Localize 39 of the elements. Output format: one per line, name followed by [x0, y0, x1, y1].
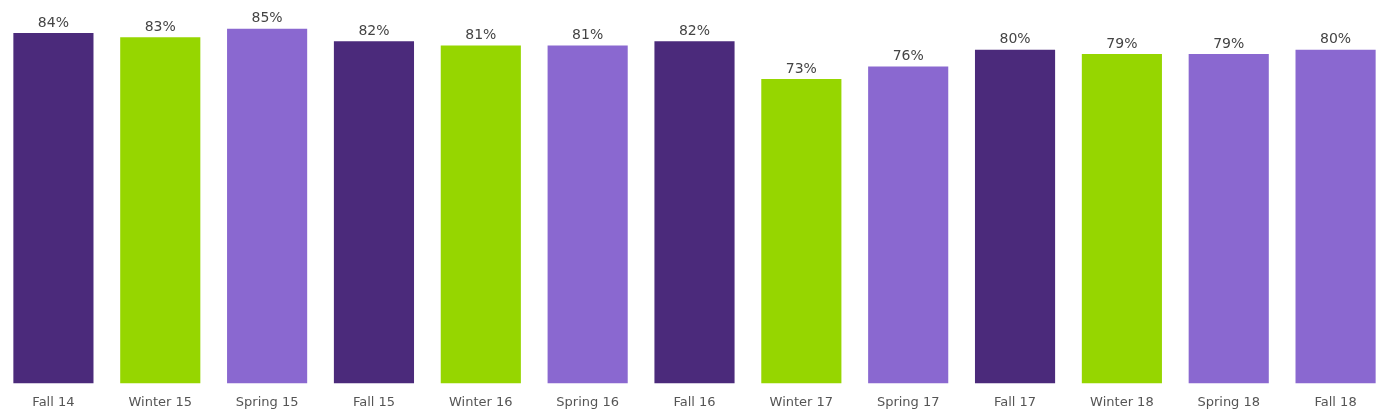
bar — [227, 28, 308, 384]
x-tick-label: Spring 15 — [235, 393, 299, 409]
x-tick-label: Spring 17 — [876, 393, 940, 409]
bar — [547, 45, 628, 384]
data-label: 85% — [251, 9, 283, 26]
x-tick-label: Fall 18 — [1314, 393, 1357, 409]
x-tick-label: Fall 17 — [993, 393, 1037, 409]
x-tick-label: Fall 16 — [673, 393, 716, 409]
bar — [868, 66, 949, 384]
data-label: 81% — [572, 26, 604, 43]
data-label: 82% — [678, 22, 711, 39]
x-tick-label: Winter 16 — [449, 393, 513, 409]
bar — [120, 37, 201, 384]
x-tick-label: Winter 15 — [128, 393, 193, 409]
x-tick-label: Winter 18 — [1090, 393, 1154, 409]
data-label: 81% — [465, 26, 497, 43]
x-tick-label: Fall 14 — [32, 393, 75, 409]
bar — [1188, 53, 1269, 384]
data-label: 76% — [892, 47, 924, 64]
x-tick-label: Winter 17 — [769, 393, 834, 409]
data-label: 84% — [37, 13, 69, 30]
data-label: 79% — [1213, 34, 1245, 51]
bar — [1081, 53, 1162, 384]
data-label: 80% — [999, 30, 1031, 47]
x-tick-label: Fall 15 — [352, 393, 396, 409]
x-tick-label: Spring 16 — [556, 393, 619, 409]
bar — [1295, 49, 1376, 384]
bar — [13, 33, 94, 384]
data-label: 83% — [144, 17, 176, 34]
x-tick-label: Spring 18 — [1197, 393, 1261, 409]
data-label: 79% — [1106, 34, 1138, 51]
bar — [654, 41, 735, 384]
bar — [761, 78, 842, 384]
data-label: 82% — [358, 22, 390, 39]
bar — [333, 41, 415, 384]
bar — [440, 45, 521, 384]
data-label: 80% — [1320, 30, 1352, 47]
data-label: 73% — [785, 59, 817, 76]
bar — [974, 49, 1056, 384]
